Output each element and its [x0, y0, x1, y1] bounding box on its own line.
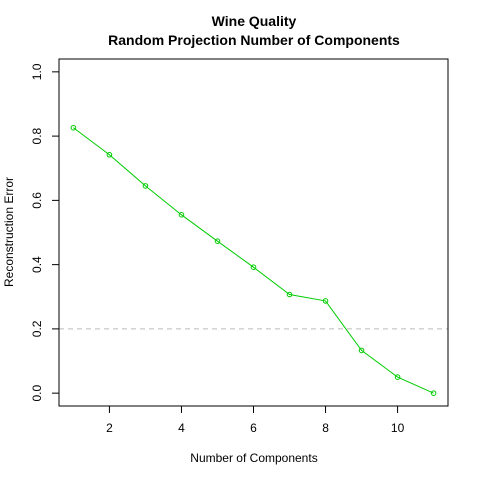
y-tick-label: 0.2 — [30, 320, 44, 337]
plot-frame — [58, 58, 449, 407]
data-point — [286, 291, 293, 298]
data-point — [358, 347, 365, 354]
y-tick-label: 0.0 — [30, 384, 44, 401]
data-point — [322, 298, 329, 304]
y-tick-label: 1.0 — [30, 63, 44, 80]
data-point — [142, 183, 149, 189]
series-points — [70, 124, 437, 396]
x-axis: 2 4 6 8 10 — [106, 406, 405, 435]
data-point — [178, 212, 185, 218]
x-axis-label: Number of Components — [190, 451, 317, 465]
x-tick-label: 6 — [250, 421, 257, 435]
x-tick-label: 10 — [391, 421, 405, 435]
data-point — [106, 151, 113, 158]
data-point — [70, 124, 77, 131]
chart-subtitle: Random Projection Number of Components — [108, 32, 400, 48]
x-tick-label: 2 — [106, 421, 113, 435]
data-point — [214, 238, 221, 244]
y-tick-label: 0.8 — [30, 127, 44, 144]
y-tick-label: 0.6 — [30, 192, 44, 209]
y-axis: 0.0 0.2 0.4 0.6 0.8 1.0 — [30, 63, 59, 401]
y-tick-label: 0.4 — [30, 256, 44, 273]
series-line — [73, 127, 434, 394]
data-point — [430, 390, 437, 396]
data-point — [394, 374, 401, 380]
x-tick-label: 8 — [322, 421, 329, 435]
x-tick-label: 4 — [178, 421, 185, 435]
y-axis-label: Reconstruction Error — [2, 177, 16, 287]
data-point — [250, 264, 257, 271]
chart-title: Wine Quality — [212, 13, 297, 29]
